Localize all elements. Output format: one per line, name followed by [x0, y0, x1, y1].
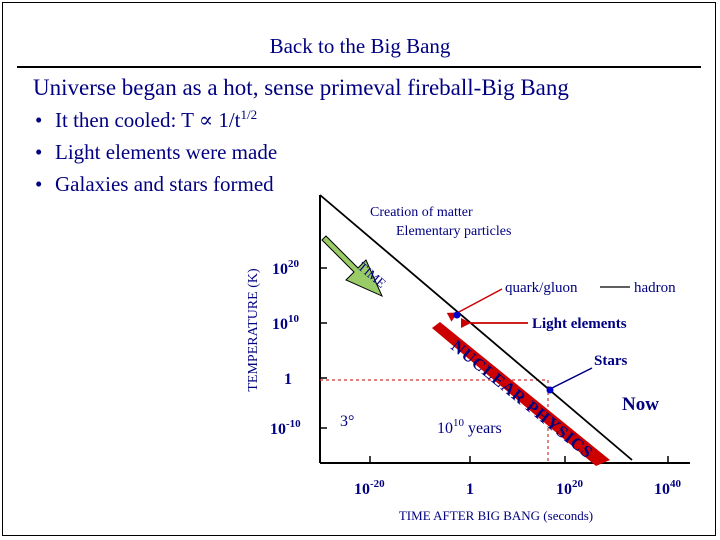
bullet-marker: • — [35, 108, 43, 132]
x-tick-label-1e20: 1020 — [556, 478, 584, 498]
time-arrow — [321, 235, 383, 297]
quark-gluon-label: quark/gluon — [505, 280, 578, 296]
headline: Universe began as a hot, sense primeval … — [33, 75, 569, 100]
stars-marker — [546, 386, 554, 394]
light-elements-label: Light elements — [532, 316, 627, 332]
now-label: Now — [622, 394, 659, 415]
x-tick-label-1e-20: 10-20 — [354, 478, 385, 498]
bullet-galaxies: • Galaxies and stars formed — [35, 172, 274, 197]
y-tick-label-1e-10: 10-10 — [270, 418, 301, 438]
three-degrees-label: 3° — [340, 413, 354, 430]
nuclear-physics-arrow — [432, 322, 610, 466]
title-divider — [17, 66, 701, 68]
hadron-label: hadron — [634, 280, 676, 296]
cooling-line — [319, 194, 633, 461]
y-axis-label: TEMPERATURE (K) — [246, 268, 261, 392]
slide-title: Back to the Big Bang — [269, 34, 451, 58]
bullet-text: Galaxies and stars formed — [55, 172, 274, 196]
bullet-cooling: • It then cooled: T ∝ 1/t1/2 — [35, 108, 257, 133]
x-tick-label-1: 1 — [466, 481, 474, 498]
bullet-text: It then cooled: T ∝ 1/t — [55, 108, 241, 132]
bullet-light-elements: • Light elements were made — [35, 140, 277, 165]
quark-gluon-marker — [453, 311, 461, 319]
bullet-marker: • — [35, 140, 43, 164]
ten-to-ten-years-label: 1010 years — [437, 417, 502, 437]
x-axis-label: TIME AFTER BIG BANG (seconds) — [399, 508, 593, 523]
stars-pointer — [549, 367, 593, 390]
y-tick-label-1e20: 1020 — [272, 258, 300, 278]
bullet-marker: • — [35, 172, 43, 196]
nuclear-physics-label: NUCLEAR PHYSICS — [447, 336, 597, 462]
y-tick-label-1: 1 — [284, 371, 292, 388]
x-tick-label-1e40: 1040 — [654, 478, 682, 498]
creation-of-matter-label: Creation of matter — [370, 205, 473, 220]
elementary-particles-label: Elementary particles — [396, 224, 511, 239]
quark-gluon-pointer — [446, 288, 503, 322]
bullet-text: Light elements were made — [55, 140, 278, 164]
y-tick-label-1e10: 1010 — [272, 313, 300, 333]
bullet-superscript: 1/2 — [240, 107, 258, 123]
stars-label: Stars — [594, 353, 627, 369]
